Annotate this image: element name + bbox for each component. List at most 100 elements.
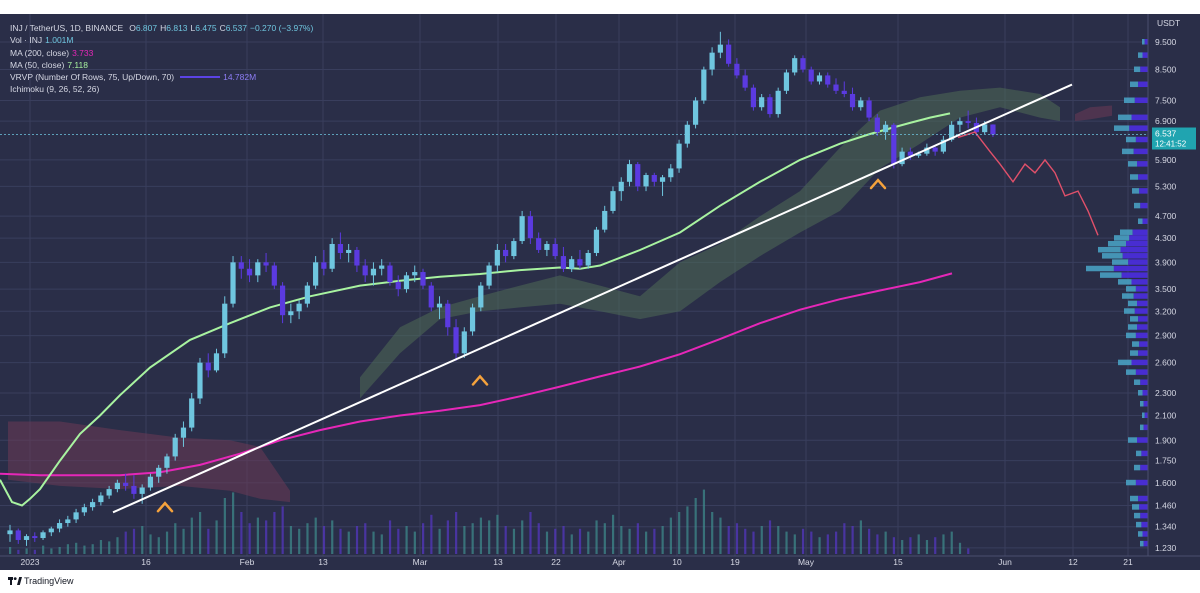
vrvp-bar-up xyxy=(1108,240,1126,247)
volume-bar xyxy=(810,531,813,554)
volume-bar xyxy=(58,547,61,554)
vrvp-bar-down xyxy=(1137,161,1148,167)
vrvp-bar-up xyxy=(1118,279,1132,285)
volume-bar xyxy=(91,544,94,554)
price-tick-label: 2.900 xyxy=(1155,331,1177,341)
candle-body xyxy=(238,262,244,269)
legend-ma200-row[interactable]: MA (200, close) 3.733 xyxy=(10,47,313,59)
volume-bar xyxy=(132,528,136,554)
chart-svg[interactable]: 9.500 8.500 7.500 6.900 5.900 5.300 4.700 4.300… xyxy=(0,14,1200,570)
price-tick-label: 1.750 xyxy=(1155,456,1177,466)
candle-body xyxy=(527,216,533,239)
volume-bar xyxy=(744,528,747,554)
legend-ichimoku-row[interactable]: Ichimoku (9, 26, 52, 26) xyxy=(10,83,313,95)
vrvp-bar-down xyxy=(1138,174,1148,180)
candle-body xyxy=(255,262,261,276)
currency-label: USDT xyxy=(1157,18,1180,28)
vrvp-bar-up xyxy=(1132,341,1140,347)
open-label: O xyxy=(129,23,136,33)
volume-bar xyxy=(711,512,714,554)
vrvp-bar-down xyxy=(1134,97,1148,104)
vol-label: Vol · INJ xyxy=(10,35,43,46)
candle-body xyxy=(610,191,616,211)
volume-bar xyxy=(686,506,689,554)
low-value: 6.475 xyxy=(195,23,217,33)
volume-bar xyxy=(397,528,400,554)
candle-body xyxy=(891,124,897,165)
vrvp-bar-up xyxy=(1086,265,1114,272)
candle-body xyxy=(668,168,674,178)
vrvp-bar-up xyxy=(1114,235,1130,241)
volume-bar xyxy=(223,498,226,554)
legend-ma50-row[interactable]: MA (50, close) 7.118 xyxy=(10,59,313,71)
candle-body xyxy=(403,275,410,290)
candle-body xyxy=(164,456,170,468)
legend-vol-row[interactable]: Vol · INJ 1.001M xyxy=(10,34,313,46)
vrvp-bar-down xyxy=(1135,369,1148,375)
candle-body xyxy=(866,100,872,118)
volume-bar xyxy=(75,542,78,554)
vrvp-swatch xyxy=(180,76,221,79)
candle-body xyxy=(189,398,195,428)
candle-body xyxy=(246,268,253,276)
candle-body xyxy=(816,75,823,82)
candle-body xyxy=(362,265,368,276)
vrvp-bar-up xyxy=(1130,316,1139,322)
candle-body xyxy=(379,265,385,269)
tradingview-logo-icon[interactable] xyxy=(8,575,22,587)
vrvp-bar-down xyxy=(1113,265,1148,272)
vrvp-bar-up xyxy=(1140,424,1144,431)
tradingview-brand[interactable]: TradingView xyxy=(24,576,74,586)
ma50-line xyxy=(0,112,951,507)
last-price-badge[interactable] xyxy=(1152,127,1196,150)
vrvp-bar-down xyxy=(1131,359,1148,366)
volume-bar xyxy=(785,531,788,554)
volume-bar xyxy=(463,526,466,554)
price-tick-label: 3.900 xyxy=(1155,257,1177,267)
symbol-label[interactable]: INJ / TetherUS, 1D, BINANCE xyxy=(10,23,124,33)
candle-body xyxy=(15,530,21,540)
candle-body xyxy=(709,52,715,70)
date-tick-label: May xyxy=(798,557,815,567)
ma50-label: MA (50, close) xyxy=(10,59,65,70)
vrvp-bar-up xyxy=(1136,521,1142,528)
volume-bar xyxy=(578,528,582,554)
vrvp-bar-down xyxy=(1140,66,1148,73)
candle-body xyxy=(924,147,930,154)
candle-body xyxy=(445,303,451,328)
volume-bar xyxy=(422,523,425,554)
vrvp-bar-down xyxy=(1137,437,1148,443)
vrvp-bar-down xyxy=(1139,341,1148,347)
volume-bar xyxy=(446,520,449,554)
candle-body xyxy=(511,241,517,257)
candle-body xyxy=(800,58,806,70)
candle-body xyxy=(156,467,162,477)
volume-bar xyxy=(958,542,962,554)
candle-body xyxy=(370,268,377,276)
candle-body xyxy=(197,362,203,399)
legend-vrvp-row[interactable]: VRVP (Number Of Rows, 75, Up/Down, 70) 1… xyxy=(10,71,313,83)
chart-area[interactable]: 9.500 8.500 7.500 6.900 5.900 5.300 4.700 4.300… xyxy=(0,14,1200,570)
volume-bar xyxy=(182,528,185,554)
volume-bar xyxy=(99,540,103,554)
volume-bar xyxy=(174,523,177,554)
candle-body xyxy=(65,519,71,524)
candle-body xyxy=(337,243,343,253)
vrvp-bar-down xyxy=(1144,39,1148,45)
legend: INJ / TetherUS, 1D, BINANCE O 6.807 H 6.81… xyxy=(10,22,313,96)
volume-bar xyxy=(669,517,672,554)
candle-body xyxy=(882,124,889,133)
candle-body xyxy=(659,177,666,182)
support-trendline[interactable] xyxy=(112,83,1073,514)
candle-body xyxy=(792,58,798,73)
high-label: H xyxy=(160,23,167,33)
vrvp-bar-up xyxy=(1142,412,1145,419)
candle-body xyxy=(635,164,641,187)
candle-body xyxy=(420,272,426,286)
volume-bar xyxy=(149,534,152,554)
candle-body xyxy=(123,482,129,486)
candle-body xyxy=(313,262,319,286)
candle-body xyxy=(106,489,112,496)
volume-bar xyxy=(554,528,557,554)
vrvp-bar-down xyxy=(1139,504,1148,510)
